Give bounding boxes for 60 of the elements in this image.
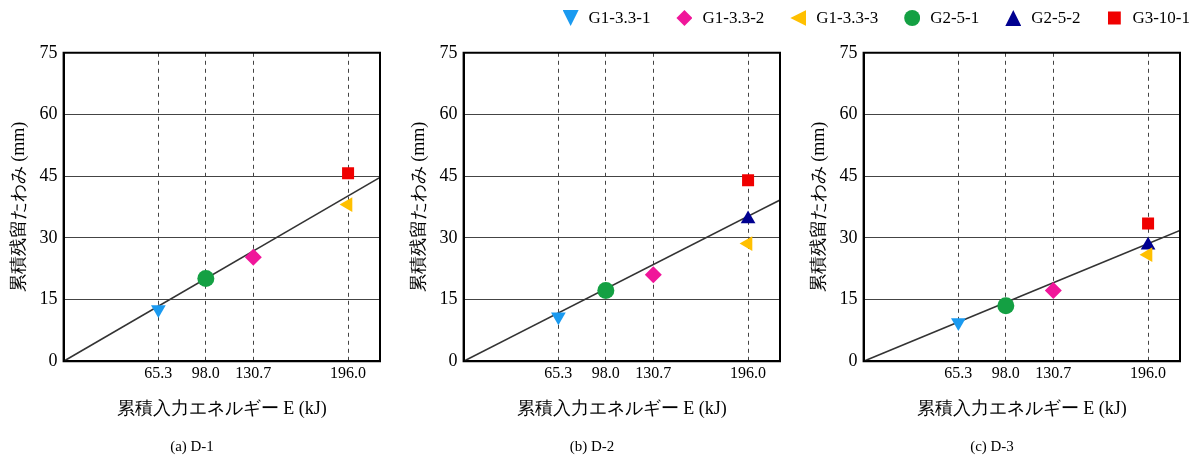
- text: (c) D-3: [970, 437, 1014, 455]
- x-tick-label: 130.7: [635, 364, 672, 381]
- y-tick-label: 45: [39, 164, 58, 185]
- text: (b) D-2: [569, 437, 615, 455]
- x-tick-label: 65.3: [944, 364, 973, 381]
- y-tick-label: 0: [48, 349, 58, 370]
- x-tick-label: 98.0: [591, 364, 620, 381]
- x-tick-label: 196.0: [730, 364, 767, 381]
- y-tick-label: 45: [839, 164, 858, 185]
- y-tick-label: 0: [448, 349, 458, 370]
- y-tick-label: 30: [39, 226, 58, 247]
- x-tick-label: 130.7: [1035, 364, 1072, 381]
- y-tick-label: 15: [39, 288, 58, 309]
- legend-label: G1-3.3-2: [702, 8, 765, 28]
- point: [151, 305, 166, 318]
- x-tick-label: 98.0: [191, 364, 220, 381]
- legend-label: G2-5-2: [1031, 8, 1081, 28]
- point: [244, 248, 262, 266]
- y-axis-title: 累積残留たわみ (mm): [7, 121, 29, 293]
- y-tick-label: 30: [439, 226, 458, 247]
- x-axis-title: 累積入力エネルギー E (kJ): [916, 397, 1127, 419]
- y-tick-label: 60: [39, 103, 58, 124]
- point: [1044, 281, 1062, 299]
- point: [1139, 247, 1153, 263]
- point: [1142, 217, 1155, 230]
- x-tick-label: 65.3: [544, 364, 573, 381]
- y-tick-label: 45: [439, 164, 458, 185]
- x-axis-title: 累積入力エネルギー E (kJ): [116, 397, 327, 419]
- point: [342, 167, 355, 180]
- y-tick-label: 0: [848, 349, 858, 370]
- x-axis-title: 累積入力エネルギー E (kJ): [516, 397, 727, 419]
- point: [339, 197, 353, 212]
- point: [739, 236, 753, 251]
- y-tick-label: 60: [439, 103, 458, 124]
- y-tick-label: 30: [839, 226, 858, 247]
- point: [644, 266, 662, 284]
- y-tick-label: 15: [839, 288, 858, 309]
- y-tick-label: 60: [839, 103, 858, 124]
- y-tick-label: 75: [839, 41, 858, 62]
- legend-label: G3-10-1: [1132, 8, 1190, 28]
- y-tick-label: 75: [439, 41, 458, 62]
- text: (a) D-1: [170, 437, 214, 455]
- y-axis-title: 累積残留たわみ (mm): [407, 121, 429, 293]
- y-tick-label: 15: [439, 288, 458, 309]
- point: [742, 174, 755, 187]
- y-tick-label: 75: [39, 41, 58, 62]
- point: [197, 270, 215, 288]
- y-axis-title: 累積残留たわみ (mm): [807, 121, 829, 293]
- legend-label: G1-3.3-3: [816, 8, 879, 28]
- point: [597, 281, 615, 299]
- point: [951, 318, 966, 332]
- legend-label: G2-5-1: [930, 8, 980, 28]
- point: [740, 210, 756, 224]
- legend-label: G1-3.3-1: [588, 8, 651, 28]
- x-tick-label: 98.0: [991, 364, 1020, 381]
- x-tick-label: 130.7: [235, 364, 272, 381]
- x-tick-label: 196.0: [330, 364, 367, 381]
- x-tick-label: 65.3: [144, 364, 173, 381]
- point: [997, 297, 1015, 315]
- x-tick-label: 196.0: [1130, 364, 1167, 381]
